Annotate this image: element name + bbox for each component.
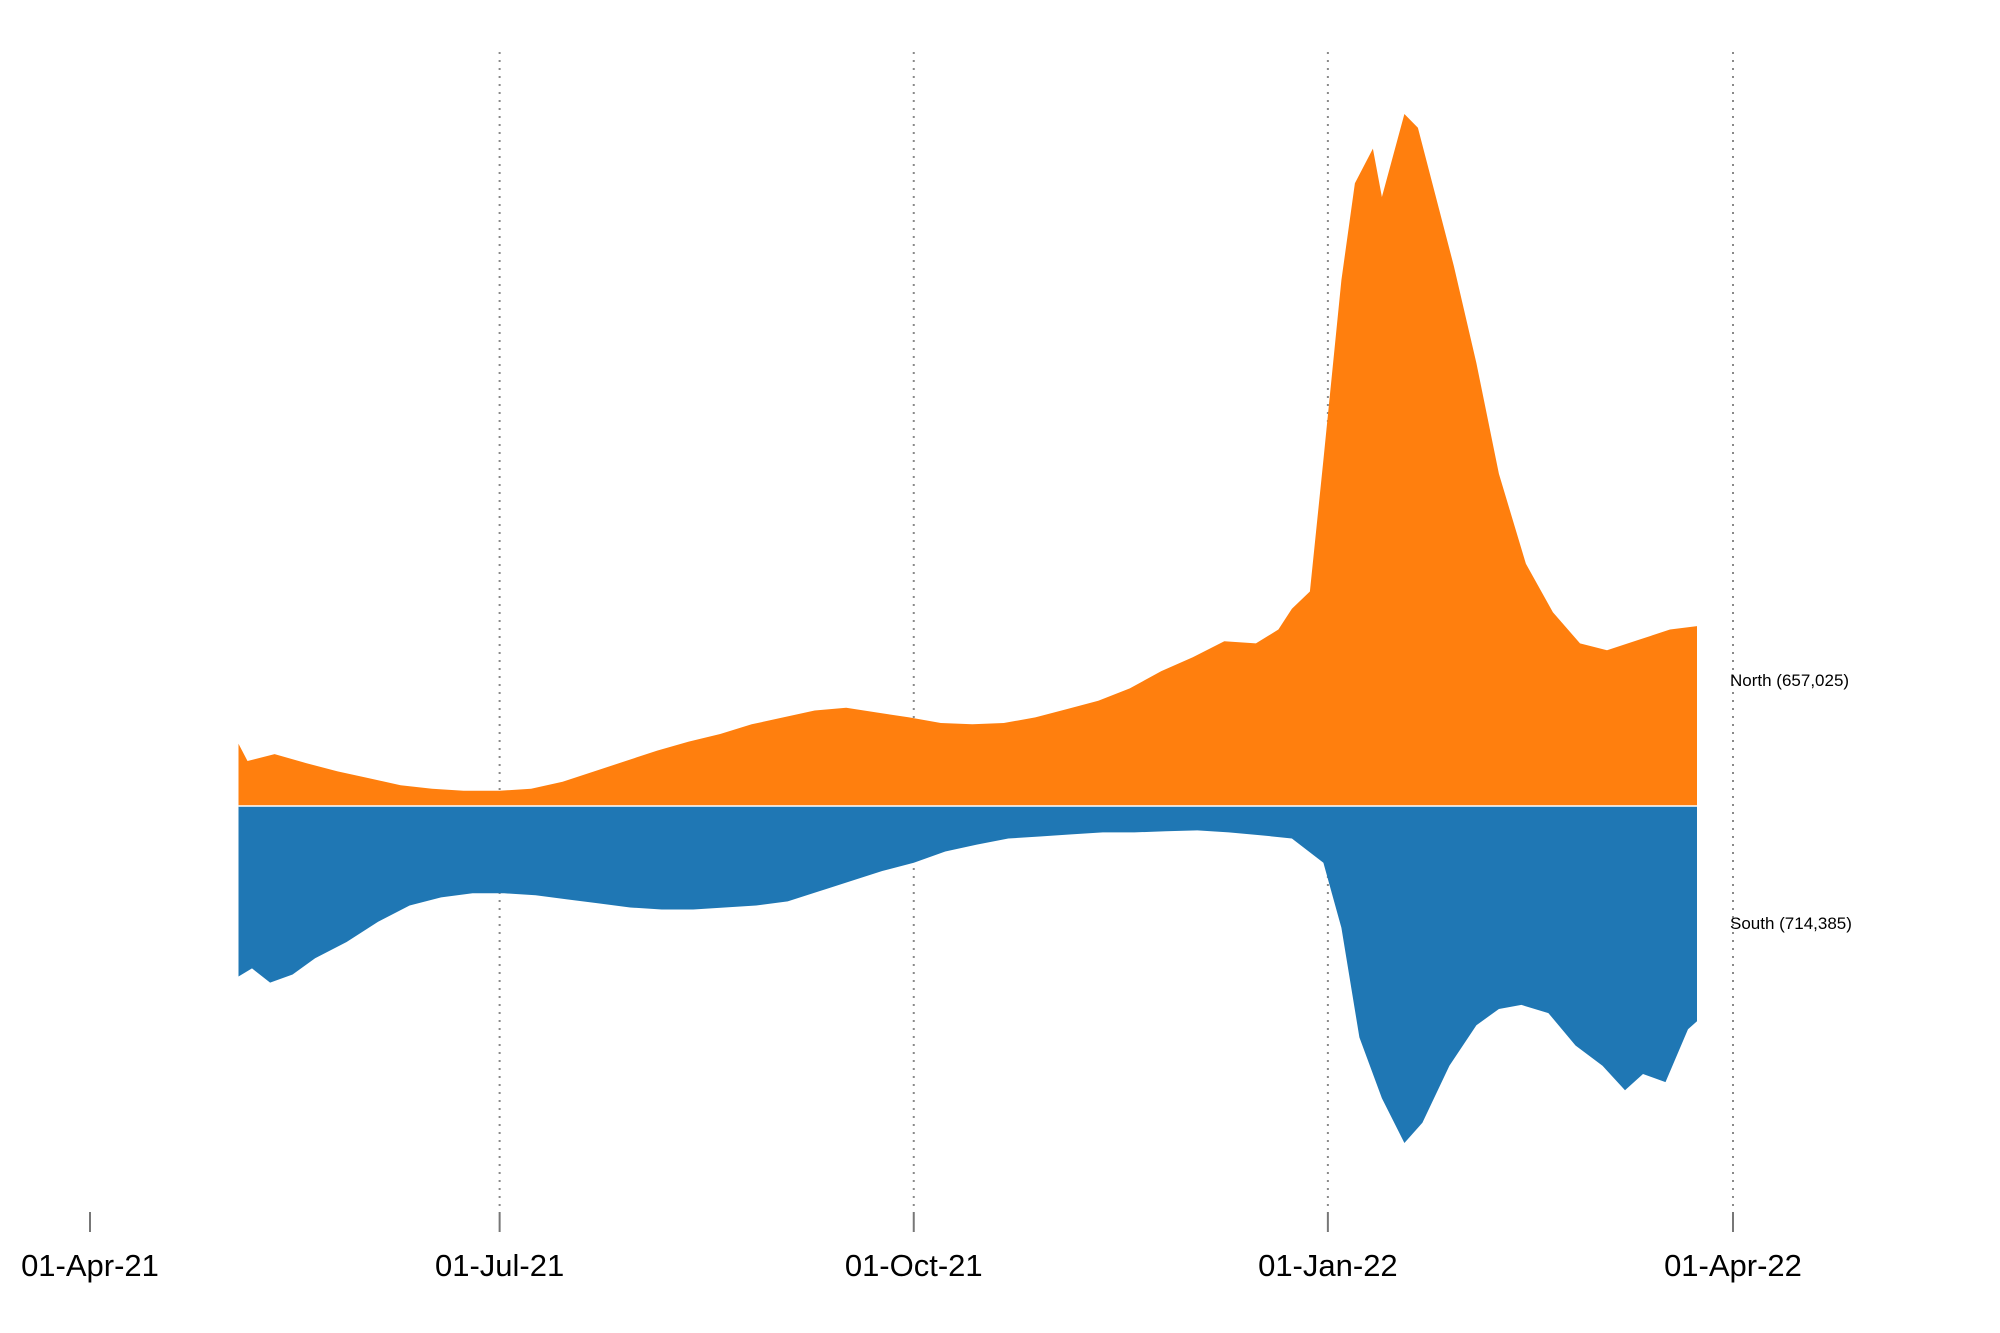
series-areas	[238, 114, 1697, 1143]
area-south	[238, 806, 1697, 1143]
series-labels: North (657,025) South (714,385)	[1730, 671, 1852, 933]
tick-label-01-Apr-22: 01-Apr-22	[1664, 1248, 1802, 1283]
tick-label-01-Oct-21: 01-Oct-21	[845, 1248, 983, 1283]
series-label-south: South (714,385)	[1730, 914, 1852, 933]
tick-label-01-Apr-21: 01-Apr-21	[21, 1248, 159, 1283]
x-axis: 01-Apr-21 01-Jul-21 01-Oct-21 01-Jan-22 01-A…	[21, 1212, 1802, 1283]
area-north	[238, 114, 1697, 806]
tick-label-01-Jan-22: 01-Jan-22	[1258, 1248, 1398, 1283]
series-label-north: North (657,025)	[1730, 671, 1849, 690]
gridlines	[498, 52, 1734, 1212]
tick-label-01-Jul-21: 01-Jul-21	[435, 1248, 564, 1283]
